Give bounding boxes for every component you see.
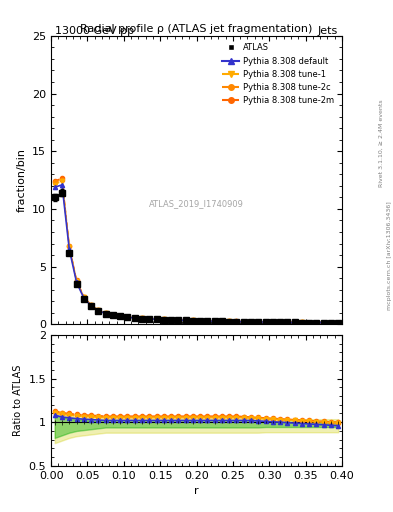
Text: Rivet 3.1.10, ≥ 2.4M events: Rivet 3.1.10, ≥ 2.4M events <box>379 99 384 187</box>
Legend: ATLAS, Pythia 8.308 default, Pythia 8.308 tune-1, Pythia 8.308 tune-2c, Pythia 8: ATLAS, Pythia 8.308 default, Pythia 8.30… <box>219 40 338 109</box>
Text: mcplots.cern.ch [arXiv:1306.3436]: mcplots.cern.ch [arXiv:1306.3436] <box>387 202 391 310</box>
Y-axis label: Ratio to ATLAS: Ratio to ATLAS <box>13 365 23 436</box>
Text: 13000 GeV pp: 13000 GeV pp <box>55 26 134 36</box>
Title: Radial profile ρ (ATLAS jet fragmentation): Radial profile ρ (ATLAS jet fragmentatio… <box>80 24 313 34</box>
Y-axis label: fraction/bin: fraction/bin <box>17 148 27 212</box>
X-axis label: r: r <box>194 486 199 496</box>
Text: ATLAS_2019_I1740909: ATLAS_2019_I1740909 <box>149 199 244 208</box>
Text: Jets: Jets <box>318 26 338 36</box>
